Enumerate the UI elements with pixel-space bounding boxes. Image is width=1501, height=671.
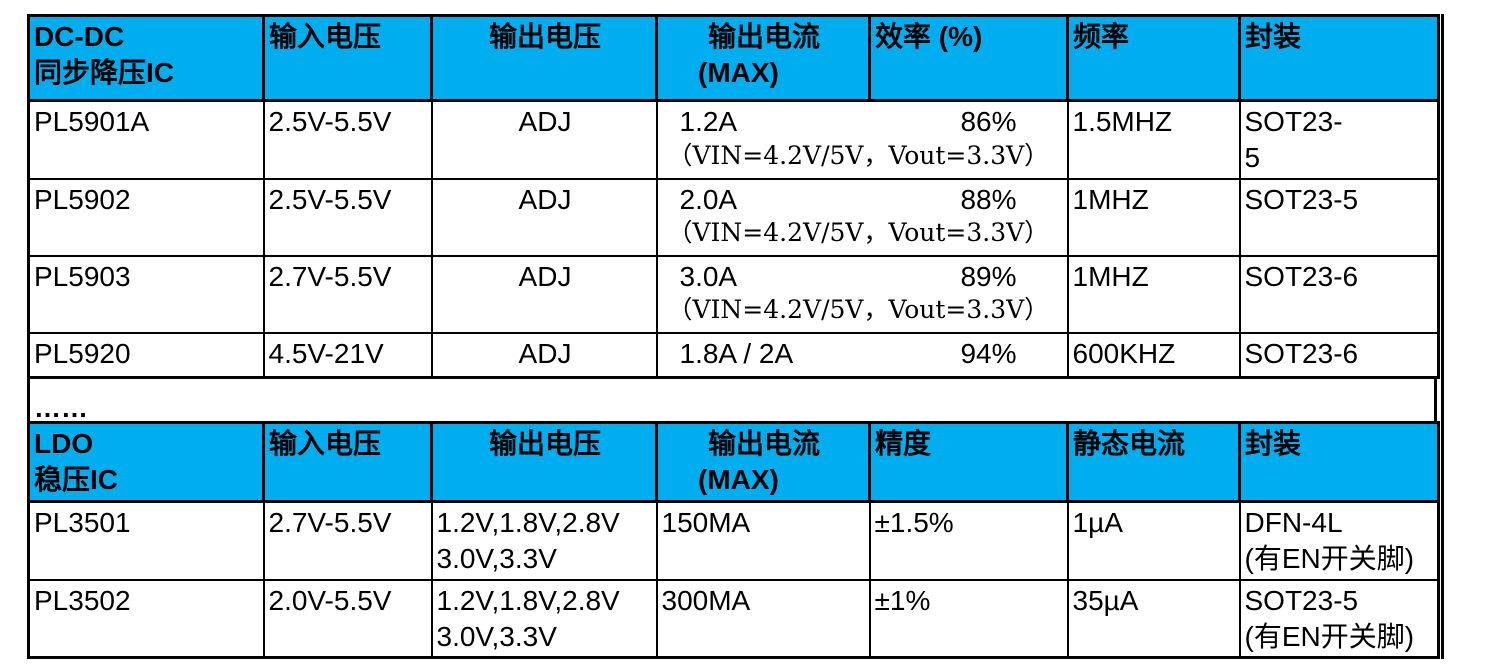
header-output-current: 输出电流 (MAX) <box>655 421 871 504</box>
cell-output-voltage: ADJ <box>430 99 658 180</box>
cell-frequency: 1MHZ <box>1066 177 1241 257</box>
ellipsis-row: …… <box>27 379 1437 423</box>
header-output-current: 输出电流 (MAX) <box>655 14 871 102</box>
dcdc-title-line1: DC-DC <box>34 21 125 52</box>
cell-model: PL5901A <box>27 99 265 180</box>
header-input-voltage: 输入电压 <box>262 14 433 102</box>
datasheet-page: DC-DC 同步降压IC 输入电压 输出电压 输出电流 (MAX) 效率 (%)… <box>27 14 1444 660</box>
output-current-max-label: (MAX) <box>698 56 779 88</box>
cell-output-current: 3.0A <box>679 260 738 292</box>
dcdc-header-row: DC-DC 同步降压IC 输入电压 输出电压 输出电流 (MAX) 效率 (%)… <box>27 14 1440 102</box>
cell-model: PL3502 <box>27 578 265 659</box>
cell-output-current: 150MA <box>655 500 871 581</box>
cell-efficiency: 86% <box>960 106 1017 137</box>
header-input-voltage: 输入电压 <box>262 421 433 504</box>
cell-model: PL5902 <box>27 177 265 257</box>
header-efficiency: 效率 (%) <box>868 14 1069 102</box>
cell-current-efficiency: 1.2A 86% （VIN=4.2V/5V，Vout=3.3V） <box>655 99 1069 180</box>
cell-frequency: 1MHZ <box>1066 254 1241 334</box>
cell-input-voltage: 2.7V-5.5V <box>262 500 433 581</box>
cell-input-voltage: 2.5V-5.5V <box>262 99 433 180</box>
cell-output-current: 2.0A <box>679 183 738 215</box>
table-row: PL3502 2.0V-5.5V 1.2V,1.8V,2.8V 3.0V,3.3… <box>27 578 1440 659</box>
cell-frequency: 1.5MHZ <box>1066 99 1241 180</box>
cell-output-current: 1.8A / 2A <box>679 337 794 369</box>
ldo-header-row: LDO 稳压IC 输入电压 输出电压 输出电流 (MAX) 精度 静态电流 封装 <box>27 421 1440 504</box>
table-row: PL5902 2.5V-5.5V ADJ 2.0A 88% （VIN=4.2V/… <box>27 177 1440 257</box>
ldo-title-line1: LDO <box>34 428 94 460</box>
cell-model: PL3501 <box>27 500 265 581</box>
table-row: PL5920 4.5V-21V ADJ 1.8A / 2A 94% 600KHZ… <box>27 331 1440 379</box>
header-quiescent-current: 静态电流 <box>1066 421 1241 504</box>
cell-output-voltage: 1.2V,1.8V,2.8V 3.0V,3.3V <box>430 500 658 581</box>
header-dcdc-title: DC-DC 同步降压IC <box>27 14 265 102</box>
cell-test-condition: （VIN=4.2V/5V，Vout=3.3V） <box>667 140 1050 170</box>
cell-package: DFN-4L (有EN开关脚) <box>1238 500 1440 581</box>
cell-efficiency: 94% <box>960 337 1017 369</box>
dcdc-table: DC-DC 同步降压IC 输入电压 输出电压 输出电流 (MAX) 效率 (%)… <box>27 14 1440 380</box>
cell-package: SOT23-6 <box>1238 331 1440 379</box>
header-frequency: 频率 <box>1066 14 1241 102</box>
cell-current-efficiency: 2.0A 88% （VIN=4.2V/5V，Vout=3.3V） <box>655 177 1069 257</box>
cell-input-voltage: 2.5V-5.5V <box>262 177 433 257</box>
header-ldo-title: LDO 稳压IC <box>27 421 265 504</box>
cell-efficiency: 88% <box>960 183 1017 215</box>
cell-current-efficiency: 3.0A 89% （VIN=4.2V/5V，Vout=3.3V） <box>655 254 1069 334</box>
header-output-voltage: 输出电压 <box>430 421 658 504</box>
table-row: PL5901A 2.5V-5.5V ADJ 1.2A 86% （VIN=4.2V… <box>27 99 1440 180</box>
table-row: PL5903 2.7V-5.5V ADJ 3.0A 89% （VIN=4.2V/… <box>27 254 1440 334</box>
ellipsis-label: …… <box>34 392 88 423</box>
cell-quiescent-current: 35µA <box>1066 578 1241 659</box>
cell-frequency: 600KHZ <box>1066 331 1241 379</box>
header-accuracy: 精度 <box>868 421 1069 504</box>
cell-package: SOT23-6 <box>1238 254 1440 334</box>
cell-output-voltage: ADJ <box>430 254 658 334</box>
cell-quiescent-current: 1µA <box>1066 500 1241 581</box>
cell-output-voltage: ADJ <box>430 331 658 379</box>
cell-accuracy: ±1% <box>868 578 1069 659</box>
cell-output-current: 300MA <box>655 578 871 659</box>
ldo-title-line2: 稳压IC <box>34 463 119 495</box>
cell-test-condition: （VIN=4.2V/5V，Vout=3.3V） <box>667 218 1050 248</box>
header-package: 封装 <box>1238 421 1440 504</box>
cell-model: PL5920 <box>27 331 265 379</box>
cell-output-current: 1.2A <box>679 106 738 137</box>
dcdc-title-line2: 同步降压IC <box>34 56 175 88</box>
cell-efficiency: 89% <box>960 260 1017 292</box>
ldo-table: LDO 稳压IC 输入电压 输出电压 输出电流 (MAX) 精度 静态电流 封装… <box>27 421 1440 660</box>
cell-package: SOT23-5 (有EN开关脚) <box>1238 578 1440 659</box>
table-row: PL3501 2.7V-5.5V 1.2V,1.8V,2.8V 3.0V,3.3… <box>27 500 1440 581</box>
cell-package: SOT23- 5 <box>1238 99 1440 180</box>
header-package: 封装 <box>1238 14 1440 102</box>
output-current-max-label: (MAX) <box>698 463 779 495</box>
header-output-voltage: 输出电压 <box>430 14 658 102</box>
cell-output-voltage: ADJ <box>430 177 658 257</box>
cell-accuracy: ±1.5% <box>868 500 1069 581</box>
output-current-label: 输出电流 <box>707 21 820 52</box>
cell-input-voltage: 2.7V-5.5V <box>262 254 433 334</box>
output-current-label: 输出电流 <box>707 428 820 460</box>
cell-input-voltage: 2.0V-5.5V <box>262 578 433 659</box>
cell-package: SOT23-5 <box>1238 177 1440 257</box>
cell-output-voltage: 1.2V,1.8V,2.8V 3.0V,3.3V <box>430 578 658 659</box>
cell-input-voltage: 4.5V-21V <box>262 331 433 379</box>
cell-current-efficiency: 1.8A / 2A 94% <box>655 331 1069 379</box>
cell-model: PL5903 <box>27 254 265 334</box>
cell-test-condition: （VIN=4.2V/5V，Vout=3.3V） <box>667 295 1050 325</box>
